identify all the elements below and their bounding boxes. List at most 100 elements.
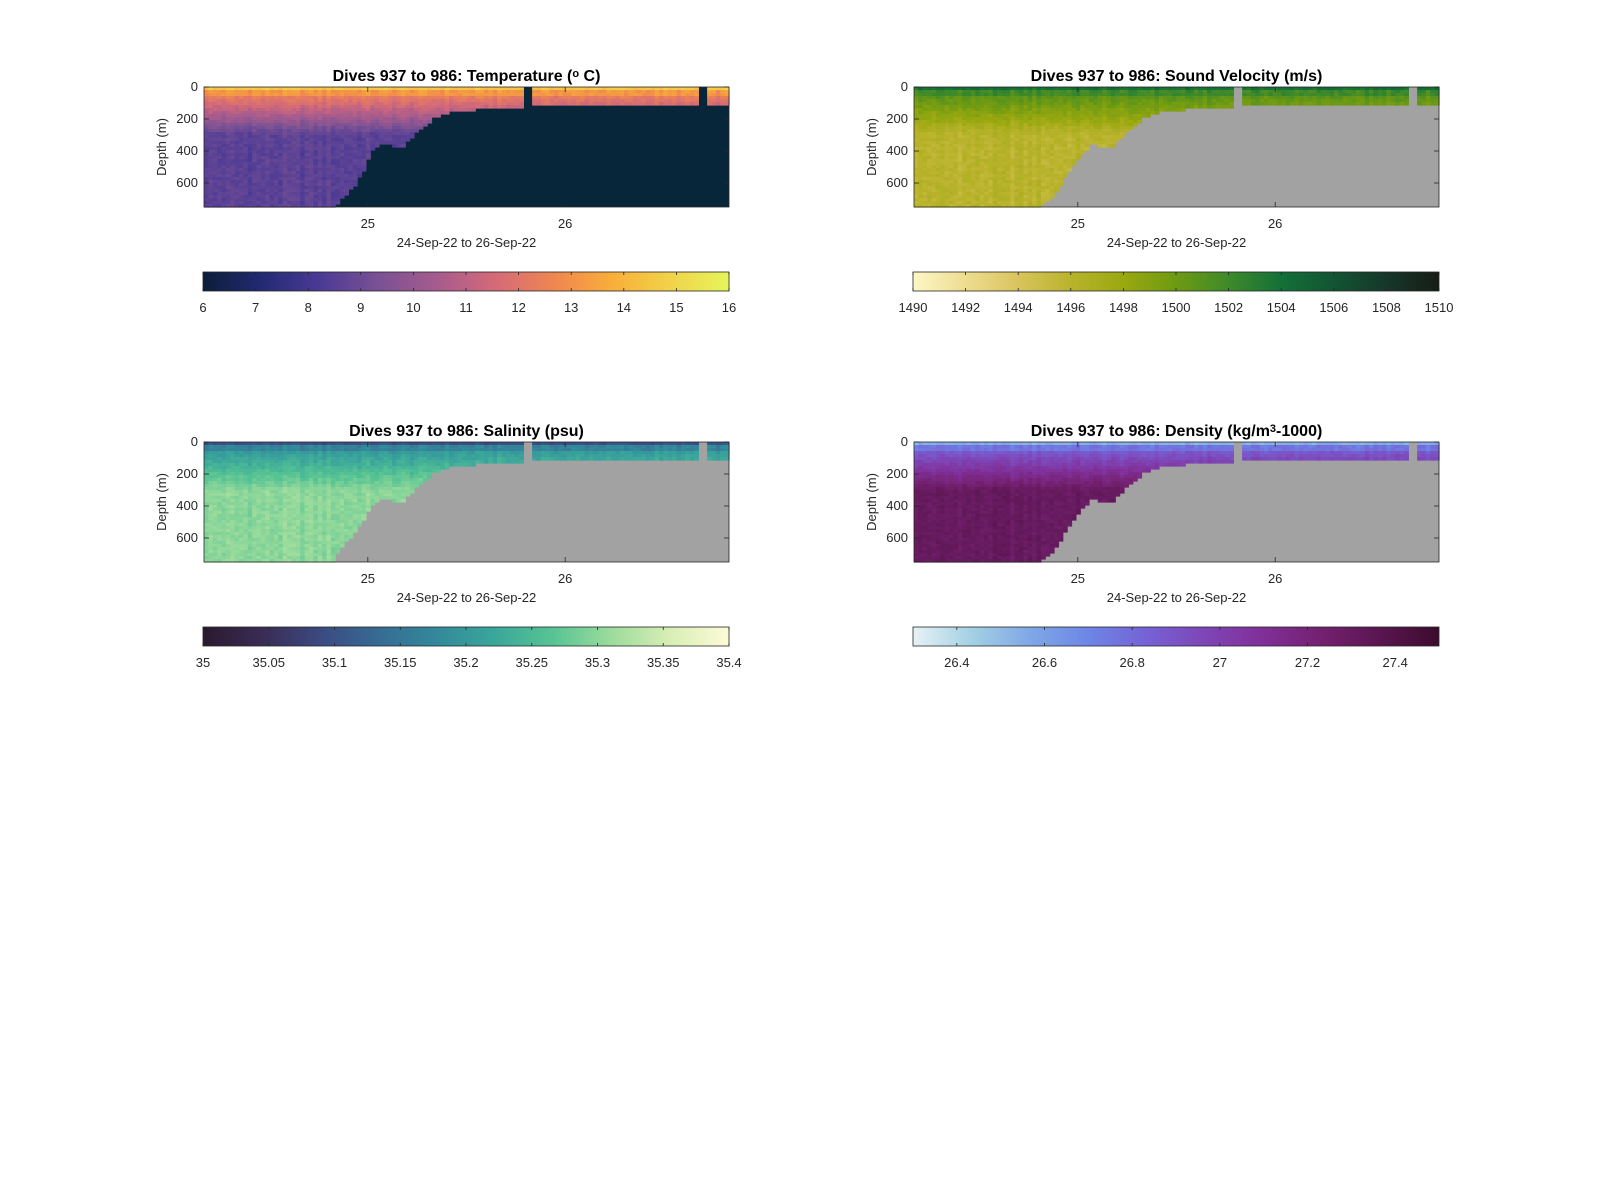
heatmap-cell <box>217 481 223 485</box>
heatmap-cell <box>931 126 937 130</box>
heatmap-cell <box>966 201 972 205</box>
heatmap-cell <box>1281 87 1287 91</box>
heatmap-cell <box>352 129 358 133</box>
heatmap-cell <box>265 493 271 497</box>
heatmap-cell <box>344 147 349 151</box>
heatmap-cell <box>239 448 244 452</box>
heatmap-cell <box>339 123 345 127</box>
heatmap-cell <box>1089 108 1094 112</box>
heatmap-cell <box>344 165 349 169</box>
heatmap-cell <box>287 108 293 112</box>
heatmap-cell <box>637 96 643 100</box>
heatmap-cell <box>1019 147 1024 151</box>
heatmap-cell <box>265 159 271 163</box>
heatmap-cell <box>1211 90 1217 94</box>
heatmap-cell <box>239 102 244 106</box>
heatmap-cell <box>685 90 691 94</box>
heatmap-cell <box>234 475 240 479</box>
heatmap-cell <box>1019 171 1024 175</box>
chart-svg: Dives 937 to 986: Sound Velocity (m/s)02… <box>864 68 1453 315</box>
heatmap-cell <box>365 108 371 112</box>
heatmap-cell <box>1062 147 1068 151</box>
heatmap-cell <box>975 183 981 187</box>
heatmap-cell <box>239 120 244 124</box>
heatmap-cell <box>287 171 293 175</box>
heatmap-cell <box>317 201 323 205</box>
heatmap-cell <box>462 87 468 91</box>
heatmap-cell <box>1189 93 1195 97</box>
heatmap-cell <box>575 99 581 103</box>
heatmap-cell <box>252 559 258 563</box>
heatmap-cell <box>1019 162 1024 166</box>
heatmap-cell <box>309 180 314 184</box>
heatmap-cell <box>1010 135 1016 139</box>
heatmap-cell <box>265 445 271 449</box>
heatmap-cell <box>396 105 402 109</box>
heatmap-cell <box>234 508 240 512</box>
heatmap-cell <box>239 544 244 548</box>
heatmap-cell <box>1023 186 1029 190</box>
heatmap-cell <box>997 90 1003 94</box>
heatmap-cell <box>1246 93 1252 97</box>
heatmap-cell <box>975 93 981 97</box>
heatmap-cell <box>387 120 393 124</box>
heatmap-cell <box>217 541 223 545</box>
heatmap-cell <box>339 90 345 94</box>
heatmap-cell <box>680 102 686 106</box>
heatmap-cell <box>427 108 433 112</box>
heatmap-cell <box>645 87 651 91</box>
heatmap-cell <box>291 93 297 97</box>
heatmap-cell <box>1023 165 1029 169</box>
heatmap-cell <box>269 111 275 115</box>
heatmap-cell <box>208 108 214 112</box>
heatmap-cell <box>344 141 349 145</box>
heatmap-cell <box>239 475 244 479</box>
heatmap-cell <box>1137 117 1143 121</box>
heatmap-cell <box>1010 201 1016 205</box>
heatmap-cell <box>230 105 236 109</box>
heatmap-cell <box>1137 108 1143 112</box>
heatmap-cell <box>239 520 244 524</box>
heatmap-cell <box>239 460 244 464</box>
heatmap-cell <box>265 165 271 169</box>
heatmap-cell <box>1049 111 1055 115</box>
heatmap-cell <box>370 102 376 106</box>
heatmap-cell <box>957 171 963 175</box>
heatmap-cell <box>427 105 433 109</box>
heatmap-cell <box>225 538 231 542</box>
heatmap-cell <box>927 135 933 139</box>
heatmap-cell <box>949 90 954 94</box>
heatmap-cell <box>1071 156 1077 160</box>
heatmap-cell <box>225 547 231 551</box>
heatmap-cell <box>466 93 472 97</box>
heatmap-cell <box>1080 150 1086 154</box>
heatmap-cell <box>243 541 249 545</box>
heatmap-cell <box>247 553 253 557</box>
heatmap-cell <box>1023 120 1029 124</box>
heatmap-cell <box>330 141 336 145</box>
heatmap-cell <box>1010 156 1016 160</box>
heatmap-cell <box>265 484 271 488</box>
heatmap-cell <box>374 105 380 109</box>
heatmap-cell <box>663 99 669 103</box>
heatmap-cell <box>1119 123 1125 127</box>
heatmap-cell <box>352 165 358 169</box>
heatmap-cell <box>405 99 411 103</box>
heatmap-cell <box>1294 102 1300 106</box>
heatmap-cell <box>309 147 314 151</box>
heatmap-cell <box>1067 96 1073 100</box>
y-tick-label: 0 <box>191 79 198 94</box>
heatmap-cell <box>602 87 608 91</box>
heatmap-cell <box>1032 96 1038 100</box>
heatmap-cell <box>204 204 209 208</box>
heatmap-cell <box>217 511 223 515</box>
heatmap-cell <box>957 129 963 133</box>
heatmap-cell <box>1027 135 1033 139</box>
heatmap-cell <box>997 192 1003 196</box>
heatmap-cell <box>966 108 972 112</box>
heatmap-cell <box>256 469 262 473</box>
heatmap-cell <box>975 144 981 148</box>
title-part: C) <box>579 68 600 85</box>
heatmap-cell <box>931 123 937 127</box>
heatmap-cell <box>278 201 284 205</box>
